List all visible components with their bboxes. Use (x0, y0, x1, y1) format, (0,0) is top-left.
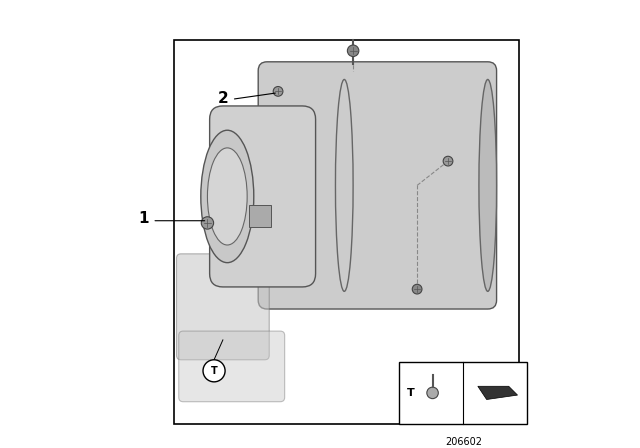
Circle shape (412, 284, 422, 294)
Bar (250, 205, 271, 227)
Circle shape (348, 45, 359, 56)
Text: 206602: 206602 (445, 437, 482, 447)
Circle shape (273, 86, 283, 96)
Ellipse shape (201, 130, 254, 263)
Ellipse shape (207, 148, 247, 245)
FancyBboxPatch shape (179, 331, 285, 402)
Circle shape (203, 360, 225, 382)
Ellipse shape (479, 79, 497, 291)
Circle shape (443, 156, 453, 166)
Bar (399, 362, 527, 424)
Circle shape (427, 387, 438, 399)
Text: 2: 2 (218, 90, 228, 105)
Text: T: T (406, 388, 414, 398)
PathPatch shape (478, 386, 518, 400)
Text: 1: 1 (138, 211, 148, 226)
Bar (174, 40, 518, 424)
Text: T: T (211, 366, 218, 376)
FancyBboxPatch shape (210, 106, 316, 287)
FancyBboxPatch shape (177, 254, 269, 360)
FancyBboxPatch shape (258, 62, 497, 309)
Circle shape (201, 217, 214, 229)
